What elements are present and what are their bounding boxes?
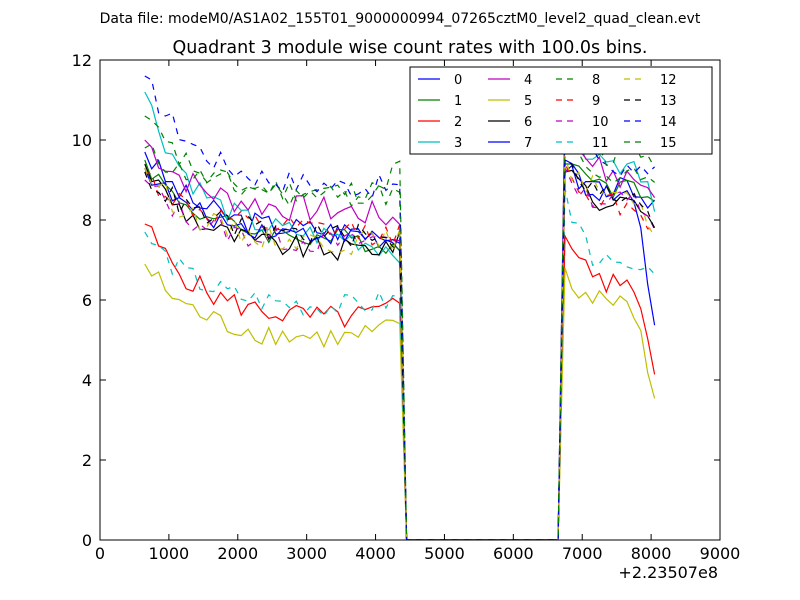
legend-label-4: 4 — [524, 73, 532, 88]
y-tick-label: 8 — [82, 211, 92, 230]
series-4-line — [144, 103, 656, 540]
legend-label-10: 10 — [592, 115, 609, 130]
legend-label-0: 0 — [454, 73, 462, 88]
y-tick-label: 12 — [72, 51, 92, 70]
x-tick-label: 7000 — [562, 544, 603, 563]
axes-layer: 0 1000 2000 3000 4000 5000 6000 7000 8000 9000 0 2 4… — [72, 51, 741, 563]
x-tick-label: 1000 — [149, 544, 190, 563]
legend-label-1: 1 — [454, 94, 462, 109]
legend-label-9: 9 — [592, 94, 600, 109]
legend-label-13: 13 — [660, 94, 677, 109]
legend-label-3: 3 — [454, 136, 462, 151]
chart-suptitle: Data file: modeM0/AS1A02_155T01_90000009… — [100, 11, 701, 27]
series-1-line — [144, 159, 655, 540]
y-tick-label: 6 — [82, 291, 92, 310]
series-5-line — [144, 263, 656, 540]
x-tick-label: 4000 — [355, 544, 396, 563]
series-layer — [144, 75, 656, 540]
legend-label-6: 6 — [524, 115, 532, 130]
x-tick-label: 5000 — [424, 544, 465, 563]
series-2-line — [144, 223, 656, 540]
x-offset-label: +2.23507e8 — [618, 563, 718, 582]
legend-label-15: 15 — [660, 136, 677, 151]
y-tick-label: 0 — [82, 531, 92, 550]
x-tick-label: 3000 — [286, 544, 327, 563]
legend-label-5: 5 — [524, 94, 532, 109]
y-tick-label: 2 — [82, 451, 92, 470]
legend-label-8: 8 — [592, 73, 600, 88]
legend-box — [409, 66, 713, 155]
series-9-line — [144, 163, 655, 540]
y-tick-label: 4 — [82, 371, 92, 390]
legend-label-11: 11 — [592, 136, 609, 151]
x-tick-label: 8000 — [631, 544, 672, 563]
series-15-line — [144, 107, 656, 540]
series-12-line — [144, 155, 656, 540]
x-tick-label: 9000 — [700, 544, 741, 563]
x-tick-label: 6000 — [493, 544, 534, 563]
series-14-line — [144, 75, 656, 540]
x-tick-label: 2000 — [217, 544, 258, 563]
legend-label-12: 12 — [660, 73, 677, 88]
series-11-line — [144, 187, 656, 540]
legend-label-14: 14 — [660, 115, 677, 130]
x-tick-label: 0 — [95, 544, 105, 563]
chart-title: Quadrant 3 module wise count rates with … — [173, 38, 648, 58]
legend-label-2: 2 — [454, 115, 462, 130]
legend-label-7: 7 — [524, 136, 532, 151]
series-10-line — [144, 167, 656, 540]
y-tick-label: 10 — [72, 131, 92, 150]
